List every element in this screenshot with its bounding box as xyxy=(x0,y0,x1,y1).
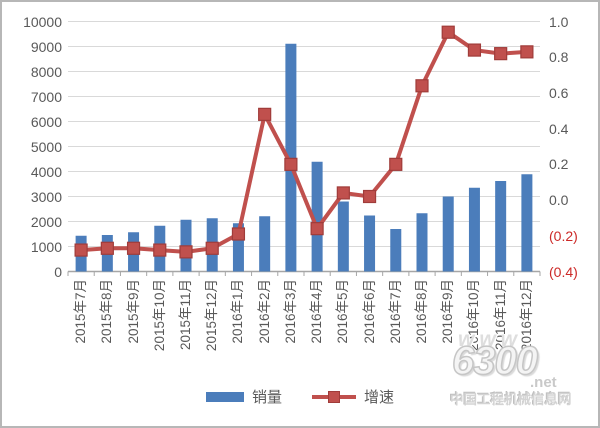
x-axis-label: 2016年10月 xyxy=(466,279,482,352)
y-axis-left-label: 2000 xyxy=(30,213,62,230)
bar-11 xyxy=(337,201,349,272)
bar-15 xyxy=(442,196,454,272)
bar-12 xyxy=(364,215,376,272)
line-marker-9 xyxy=(284,157,298,171)
legend-sales-swatch-icon xyxy=(205,391,244,402)
line-marker-1 xyxy=(74,243,88,257)
x-axis-label: 2015年8月 xyxy=(99,279,115,344)
line-marker-4 xyxy=(153,243,167,257)
x-axis-label: 2016年2月 xyxy=(256,279,272,344)
line-marker-18 xyxy=(520,45,534,59)
x-axis-label: 2016年8月 xyxy=(414,279,429,344)
x-axis-label: 2015年11月 xyxy=(178,279,193,351)
x-axis-label: 2016年5月 xyxy=(335,279,351,344)
line-marker-6 xyxy=(205,241,219,255)
x-axis-label: 2015年12月 xyxy=(204,279,220,352)
bar-13 xyxy=(390,229,402,272)
line-marker-13 xyxy=(389,157,403,171)
x-axis-label: 2016年7月 xyxy=(387,279,403,344)
y-axis-right-label: (0.4) xyxy=(549,263,578,280)
bar-9 xyxy=(285,43,297,272)
line-marker-14 xyxy=(415,79,429,93)
line-marker-3 xyxy=(126,241,141,255)
line-marker-2 xyxy=(100,241,114,255)
line-marker-16 xyxy=(467,43,482,57)
y-axis-left-label: 4000 xyxy=(30,163,62,180)
line-marker-7 xyxy=(231,227,246,241)
y-axis-left-label: 9000 xyxy=(30,38,62,55)
line-marker-12 xyxy=(362,189,377,204)
bar-17 xyxy=(495,181,507,272)
y-axis-left-label: 6000 xyxy=(30,113,62,130)
legend-growth-swatch-icon xyxy=(312,390,356,404)
line-marker-17 xyxy=(494,47,508,61)
line-marker-5 xyxy=(179,245,193,259)
y-axis-right-label: 0.0 xyxy=(549,192,569,209)
bar-18 xyxy=(521,174,533,272)
x-axis-label: 2016年4月 xyxy=(309,279,325,344)
bar-7 xyxy=(232,223,244,272)
x-axis-label: 2016年1月 xyxy=(230,279,246,344)
y-axis-right-label: 0.6 xyxy=(549,84,569,101)
line-marker-8 xyxy=(258,107,272,121)
y-axis-left-label: 5000 xyxy=(30,138,62,155)
y-axis-left-label: 1000 xyxy=(30,238,62,255)
y-axis-right-label: (0.2) xyxy=(549,227,578,244)
legend-marker-icon xyxy=(328,390,340,403)
y-axis-left-label: 7000 xyxy=(30,88,62,105)
y-axis-left-label: 8000 xyxy=(30,63,62,80)
x-axis-label: 2015年9月 xyxy=(125,279,141,344)
bar-16 xyxy=(468,187,480,272)
chart-legend: 销量 增速 xyxy=(0,386,600,407)
x-axis-label: 2016年12月 xyxy=(518,279,534,352)
legend-sales-label: 销量 xyxy=(251,389,282,406)
line-marker-15 xyxy=(441,25,455,39)
x-axis-label: 2016年11月 xyxy=(492,279,508,351)
x-axis-label: 2015年10月 xyxy=(151,279,167,352)
x-axis-label: 2016年9月 xyxy=(440,279,456,344)
line-marker-11 xyxy=(336,186,350,200)
y-axis-left-label: 0 xyxy=(54,263,62,280)
growth-line xyxy=(80,30,528,254)
line-marker-10 xyxy=(310,222,324,236)
bar-14 xyxy=(416,213,428,272)
x-axis-label: 2016年6月 xyxy=(361,279,377,344)
y-axis-left-label: 10000 xyxy=(23,13,62,30)
y-axis-right-label: 1.0 xyxy=(549,13,569,30)
legend-growth-label: 增速 xyxy=(364,389,395,406)
bar-10 xyxy=(311,161,323,272)
y-axis-right-label: 0.8 xyxy=(549,49,569,66)
y-axis-left-label: 3000 xyxy=(30,188,62,205)
x-axis-label: 2016年3月 xyxy=(282,279,298,344)
bar-8 xyxy=(259,216,271,272)
y-axis-right-label: 0.4 xyxy=(549,120,569,137)
x-axis-label: 2015年7月 xyxy=(73,279,89,344)
y-axis-right-label: 0.2 xyxy=(549,156,569,173)
